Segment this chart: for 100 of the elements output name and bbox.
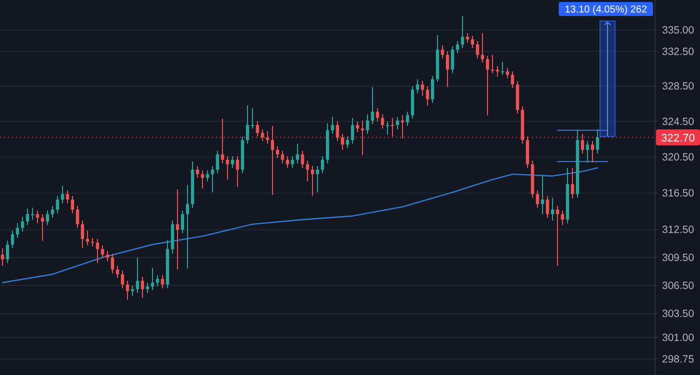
candlestick [316,166,320,193]
candlestick [260,128,264,142]
candlestick [90,238,94,247]
candlestick [26,208,30,226]
candlestick [486,55,490,116]
candlestick [286,156,290,168]
candlestick [290,156,294,168]
candlestick [206,170,210,182]
candlestick [110,253,114,274]
candlestick [160,274,164,289]
candlestick [30,207,34,220]
candlestick [370,86,374,125]
candlestick [356,120,360,133]
candlestick [120,270,124,289]
candlestick [460,16,464,48]
candlestick [66,190,70,204]
y-tick-label: 320.50 [662,151,694,164]
candlestick [300,150,304,168]
candlestick [226,156,230,180]
candlestick [476,40,480,59]
candlestick [556,205,560,266]
candlestick [310,166,314,196]
candlestick [570,167,574,200]
candlestick [510,70,514,88]
candlestick [446,50,450,88]
candlestick [6,240,10,264]
y-tick-label: 335.00 [662,24,694,36]
candlestick [76,205,80,228]
candlestick [10,230,14,249]
candlestick [0,248,4,266]
candlestick [470,35,474,48]
candlestick [150,267,154,291]
candlestick [340,133,344,150]
candlestick [200,170,204,190]
candlestick [506,67,510,79]
y-tick-label: 303.50 [662,308,694,320]
candlestick [230,156,234,168]
candlestick [366,114,370,134]
candlestick [196,166,200,178]
y-tick-label: 316.50 [662,188,694,200]
candlestick [426,86,430,106]
candlestick [490,54,494,74]
candlestick [400,114,404,139]
y-tick-label: 301.00 [662,332,694,344]
candlestick [380,114,384,130]
candlestick [456,40,460,54]
candlestick [376,108,380,122]
candlestick [360,120,364,156]
candlestick [236,156,240,188]
candlestick [70,195,74,214]
candlestick [590,140,594,163]
candlestick [280,150,284,164]
candlestick [50,205,54,218]
candlestick [416,78,420,94]
candlestick [350,117,354,144]
candlestick [330,116,334,134]
candlestick [100,244,104,259]
candlestick [46,210,50,226]
candlestick [130,284,134,296]
candlestick [500,61,504,76]
candlestick [420,80,424,96]
candlestick [496,66,500,78]
line-series [2,167,598,284]
candlestick [560,210,564,226]
candlestick [390,117,394,138]
candlestick [540,175,544,215]
y-tick-label: 309.50 [662,252,694,264]
ref-line-label: 322.70 [661,132,695,144]
candlestick [336,120,340,142]
candlestick [216,150,220,174]
candlestick [406,111,410,126]
candlestick [56,195,60,214]
candlestick [36,210,40,224]
candlestick [106,250,110,262]
y-tick-label: 324.50 [662,116,694,128]
y-tick-label: 328.50 [662,80,694,93]
candlestick [386,120,390,136]
candlestick [250,108,254,130]
candlestick [126,280,130,300]
candlestick [596,128,600,154]
candlestick [580,133,584,154]
candlestick [450,46,454,74]
candlestick [320,156,324,174]
candlestick [430,75,434,104]
candlestick [440,44,444,59]
candlestick [176,189,180,270]
annotation: 13.10 (4.05%) 262 [564,4,648,16]
candlestick [80,220,84,249]
y-tick-label: 298.75 [662,353,694,366]
candlestick [466,32,470,44]
candlestick [586,140,590,163]
candlestick [550,197,554,222]
y-tick-label: 332.50 [662,46,694,58]
candlestick [270,125,274,196]
candlestick [16,222,20,239]
candlestick [396,116,400,130]
candlestick [246,105,250,144]
candlestick [256,120,260,138]
candlestick [296,143,300,164]
candlestick [546,195,550,218]
